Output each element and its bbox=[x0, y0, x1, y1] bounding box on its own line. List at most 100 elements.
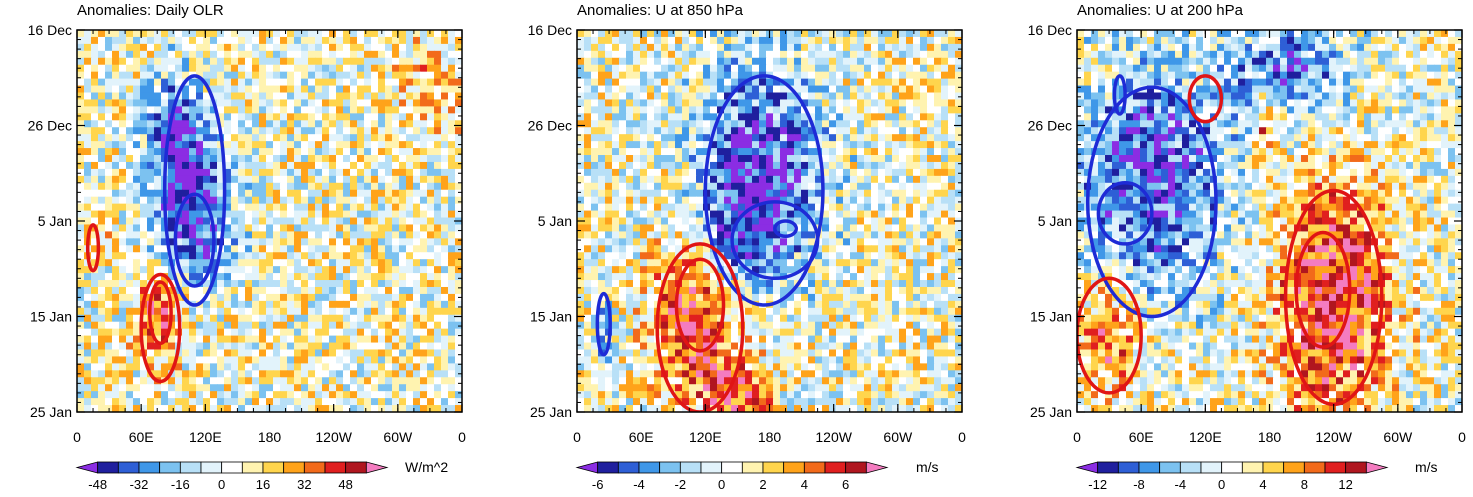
heatmap-cell bbox=[913, 120, 921, 128]
heatmap-cell bbox=[350, 85, 358, 94]
heatmap-cell bbox=[441, 356, 449, 364]
heatmap-cell bbox=[682, 231, 690, 239]
heatmap-cell bbox=[654, 238, 662, 246]
heatmap-cell bbox=[217, 196, 225, 205]
heatmap-cell bbox=[119, 78, 127, 87]
heatmap-cell bbox=[238, 293, 246, 302]
heatmap-cell bbox=[224, 405, 232, 412]
heatmap-cell bbox=[280, 134, 288, 142]
heatmap-cell bbox=[836, 127, 844, 135]
heatmap-cell bbox=[77, 148, 85, 156]
heatmap-cell bbox=[584, 43, 592, 52]
heatmap-cell bbox=[577, 99, 585, 107]
heatmap-cell bbox=[455, 134, 462, 142]
heatmap-cell bbox=[612, 189, 620, 198]
heatmap-cell bbox=[294, 335, 302, 344]
heatmap-cell bbox=[175, 252, 183, 260]
heatmap-cell bbox=[238, 71, 246, 80]
heatmap-cell bbox=[738, 148, 746, 156]
y-tick-label: 26 Dec bbox=[28, 118, 72, 134]
heatmap-cell bbox=[675, 189, 683, 198]
heatmap-cell bbox=[98, 293, 106, 302]
heatmap-cell bbox=[941, 175, 949, 184]
heatmap-cell bbox=[717, 43, 725, 52]
heatmap-cell bbox=[885, 196, 893, 205]
heatmap-cell bbox=[406, 286, 414, 295]
heatmap-cell bbox=[154, 175, 162, 184]
heatmap-cell bbox=[322, 148, 330, 156]
heatmap-cell bbox=[168, 168, 176, 177]
heatmap-cell bbox=[619, 36, 627, 45]
heatmap-cell bbox=[378, 182, 386, 191]
heatmap-cell bbox=[294, 273, 302, 281]
heatmap-cell bbox=[717, 71, 725, 80]
heatmap-cell bbox=[892, 168, 900, 177]
heatmap-cell bbox=[731, 134, 739, 142]
heatmap-cell bbox=[133, 356, 141, 364]
heatmap-cell bbox=[731, 189, 739, 198]
heatmap-cell bbox=[441, 224, 449, 233]
heatmap-cell bbox=[948, 36, 956, 45]
heatmap-cell bbox=[224, 120, 232, 128]
heatmap-cell bbox=[836, 203, 844, 212]
heatmap-cell bbox=[168, 189, 176, 198]
heatmap-cell bbox=[329, 64, 337, 73]
heatmap-cell bbox=[252, 307, 260, 316]
heatmap-cell bbox=[434, 391, 442, 399]
heatmap-cell bbox=[427, 307, 435, 316]
heatmap-cell bbox=[77, 30, 85, 38]
heatmap-cell bbox=[413, 314, 421, 323]
heatmap-cell bbox=[675, 92, 683, 101]
heatmap-cell bbox=[577, 113, 585, 121]
heatmap-cell bbox=[294, 113, 302, 121]
heatmap-cell bbox=[112, 99, 120, 107]
heatmap-cell bbox=[878, 57, 886, 66]
heatmap-cell bbox=[927, 182, 935, 191]
heatmap-cell bbox=[231, 356, 239, 364]
heatmap-cell bbox=[759, 231, 767, 239]
heatmap-cell bbox=[836, 210, 844, 219]
heatmap-cell bbox=[126, 314, 134, 323]
heatmap-cell bbox=[140, 141, 148, 149]
heatmap-cell bbox=[133, 370, 141, 378]
heatmap-cell bbox=[808, 113, 816, 121]
heatmap-cell bbox=[836, 182, 844, 191]
heatmap-cell bbox=[203, 384, 211, 392]
heatmap-cell bbox=[273, 161, 281, 170]
heatmap-cell bbox=[273, 314, 281, 323]
heatmap-cell bbox=[857, 210, 865, 219]
heatmap-cell bbox=[105, 71, 113, 80]
heatmap-cell bbox=[98, 113, 106, 121]
heatmap-cell bbox=[385, 307, 393, 316]
heatmap-cell bbox=[427, 356, 435, 364]
heatmap-cell bbox=[584, 113, 592, 121]
heatmap-cell bbox=[822, 231, 830, 239]
heatmap-cell bbox=[245, 300, 253, 309]
heatmap-cell bbox=[217, 405, 225, 412]
heatmap-cell bbox=[371, 127, 379, 135]
heatmap-cell bbox=[175, 175, 183, 184]
heatmap-cell bbox=[266, 259, 274, 267]
heatmap-cell bbox=[154, 349, 162, 358]
heatmap-cell bbox=[175, 113, 183, 121]
heatmap-cell bbox=[287, 99, 295, 107]
heatmap-cell bbox=[301, 280, 309, 288]
heatmap-cell bbox=[717, 231, 725, 239]
heatmap-cell bbox=[168, 238, 176, 246]
heatmap-cell bbox=[322, 266, 330, 274]
heatmap-cell bbox=[217, 370, 225, 378]
heatmap-cell bbox=[238, 155, 246, 163]
heatmap-cell bbox=[217, 30, 225, 38]
heatmap-cell bbox=[252, 286, 260, 295]
heatmap-cell bbox=[605, 106, 613, 114]
heatmap-cell bbox=[885, 43, 893, 52]
heatmap-cell bbox=[343, 78, 351, 87]
heatmap-cell bbox=[301, 286, 309, 295]
heatmap-cell bbox=[822, 71, 830, 80]
heatmap-cell bbox=[343, 141, 351, 149]
heatmap-cell bbox=[738, 141, 746, 149]
heatmap-cell bbox=[238, 196, 246, 205]
heatmap-cell bbox=[675, 99, 683, 107]
heatmap-cell bbox=[913, 168, 921, 177]
heatmap-cell bbox=[598, 57, 606, 66]
